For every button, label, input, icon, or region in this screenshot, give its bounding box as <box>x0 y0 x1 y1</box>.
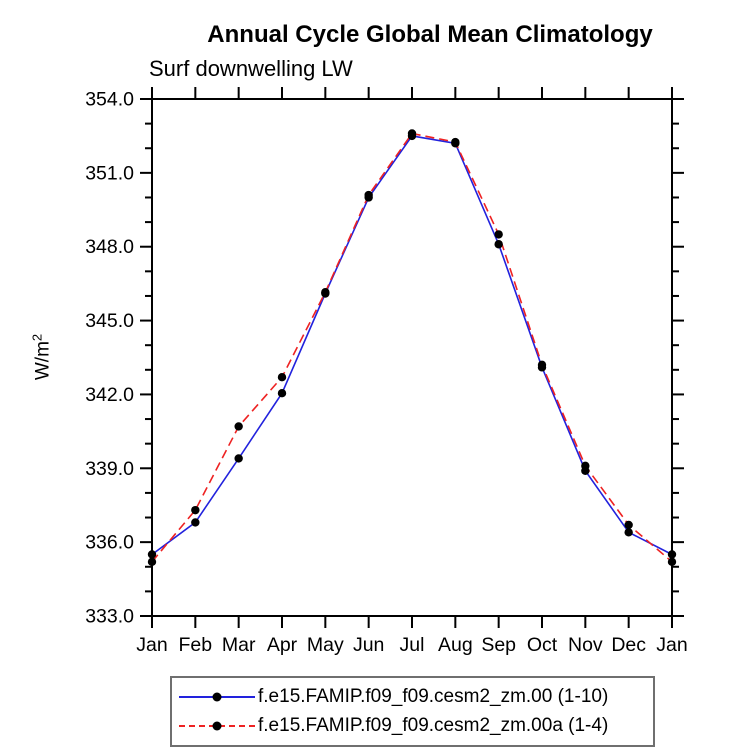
series-marker-1 <box>451 137 460 147</box>
series-marker-1 <box>191 505 200 515</box>
y-tick-label: 339.0 <box>85 458 134 480</box>
series-marker-1 <box>364 190 373 200</box>
legend-label-series-0: f.e15.FAMIP.f09_f09.cesm2_zm.00 (1-10) <box>258 685 609 707</box>
plot-frame <box>151 98 673 617</box>
x-tick-label: Aug <box>438 634 473 656</box>
y-tick-label: 333.0 <box>85 606 134 628</box>
x-tick-label: Apr <box>267 634 298 656</box>
legend-label-series-1: f.e15.FAMIP.f09_f09.cesm2_zm.00a (1-4) <box>258 715 609 737</box>
x-tick-label: Feb <box>179 634 213 656</box>
series-marker-0 <box>191 518 200 527</box>
x-tick-label: May <box>307 634 344 656</box>
series-marker-1 <box>407 129 417 138</box>
series-marker-1 <box>277 372 287 382</box>
series-marker-1 <box>537 360 547 370</box>
series-marker-1 <box>494 230 503 239</box>
legend-marker-dot-icon <box>212 721 222 731</box>
chart-subtitle: Surf downwelling LW <box>149 56 353 81</box>
y-tick-label: 351.0 <box>85 162 134 184</box>
x-tick-label: Sep <box>481 634 516 656</box>
x-tick-label: Jul <box>400 634 425 656</box>
x-tick-label: Oct <box>527 634 558 656</box>
x-tick-label: Jun <box>353 634 384 656</box>
legend: f.e15.FAMIP.f09_f09.cesm2_zm.00 (1-10) f… <box>170 676 655 747</box>
x-tick-label: Dec <box>611 634 646 656</box>
series-marker-0 <box>234 454 243 463</box>
series-marker-1 <box>234 422 243 431</box>
series-marker-1 <box>667 557 677 567</box>
legend-line-solid-icon <box>179 692 255 702</box>
legend-marker-dot-icon <box>212 692 222 702</box>
series-marker-1 <box>581 461 590 471</box>
series-marker-1 <box>624 520 633 530</box>
legend-item-series-1: f.e15.FAMIP.f09_f09.cesm2_zm.00a (1-4) <box>179 715 653 737</box>
x-tick-label: Mar <box>222 634 256 656</box>
series-marker-0 <box>147 550 157 559</box>
legend-line-dashed-icon <box>179 721 255 731</box>
x-tick-label: Nov <box>568 634 603 656</box>
series-marker-0 <box>494 240 503 249</box>
y-tick-label: 345.0 <box>85 310 134 332</box>
series-marker-0 <box>667 550 677 559</box>
series-marker-0 <box>277 388 287 398</box>
series-marker-1 <box>321 288 330 297</box>
x-tick-label: Jan <box>136 634 167 656</box>
legend-item-series-0: f.e15.FAMIP.f09_f09.cesm2_zm.00 (1-10) <box>179 686 653 708</box>
series-marker-1 <box>147 557 157 567</box>
chart-title: Annual Cycle Global Mean Climatology <box>207 21 653 48</box>
series-marker-0 <box>624 528 633 537</box>
x-tick-label: Jan <box>656 634 687 656</box>
series-line-1 <box>151 132 673 563</box>
y-tick-label: 342.0 <box>85 384 134 406</box>
y-tick-label: 348.0 <box>85 236 134 258</box>
y-tick-label: 354.0 <box>85 89 134 111</box>
y-tick-label: 336.0 <box>85 532 134 554</box>
series-line-0 <box>151 135 673 556</box>
